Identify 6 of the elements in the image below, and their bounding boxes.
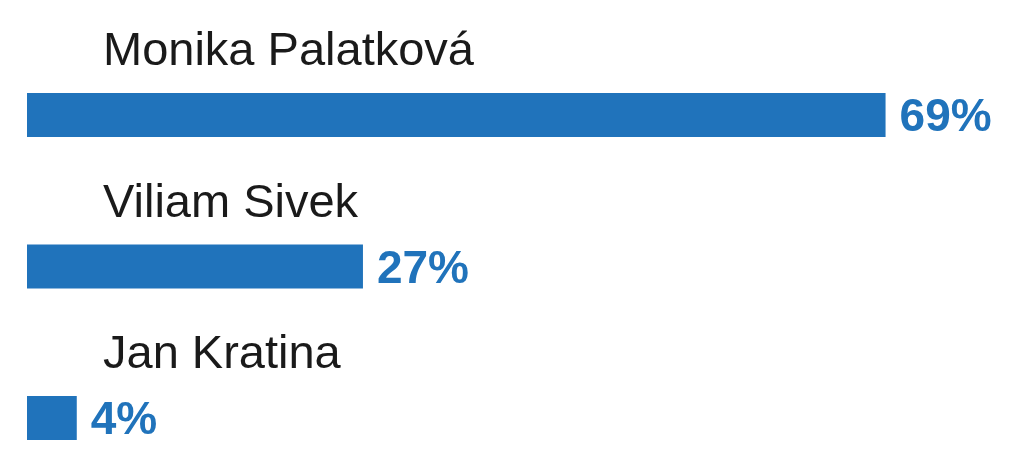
y-tick-label: Jan Kratina bbox=[103, 325, 342, 379]
data-label: 4% bbox=[90, 392, 158, 445]
data-label: 27% bbox=[376, 240, 470, 293]
data-label: 69% bbox=[899, 88, 992, 141]
y-tick-label: Monika Palatková bbox=[103, 21, 475, 75]
y-tick-label: Viliam Sivek bbox=[103, 173, 359, 227]
